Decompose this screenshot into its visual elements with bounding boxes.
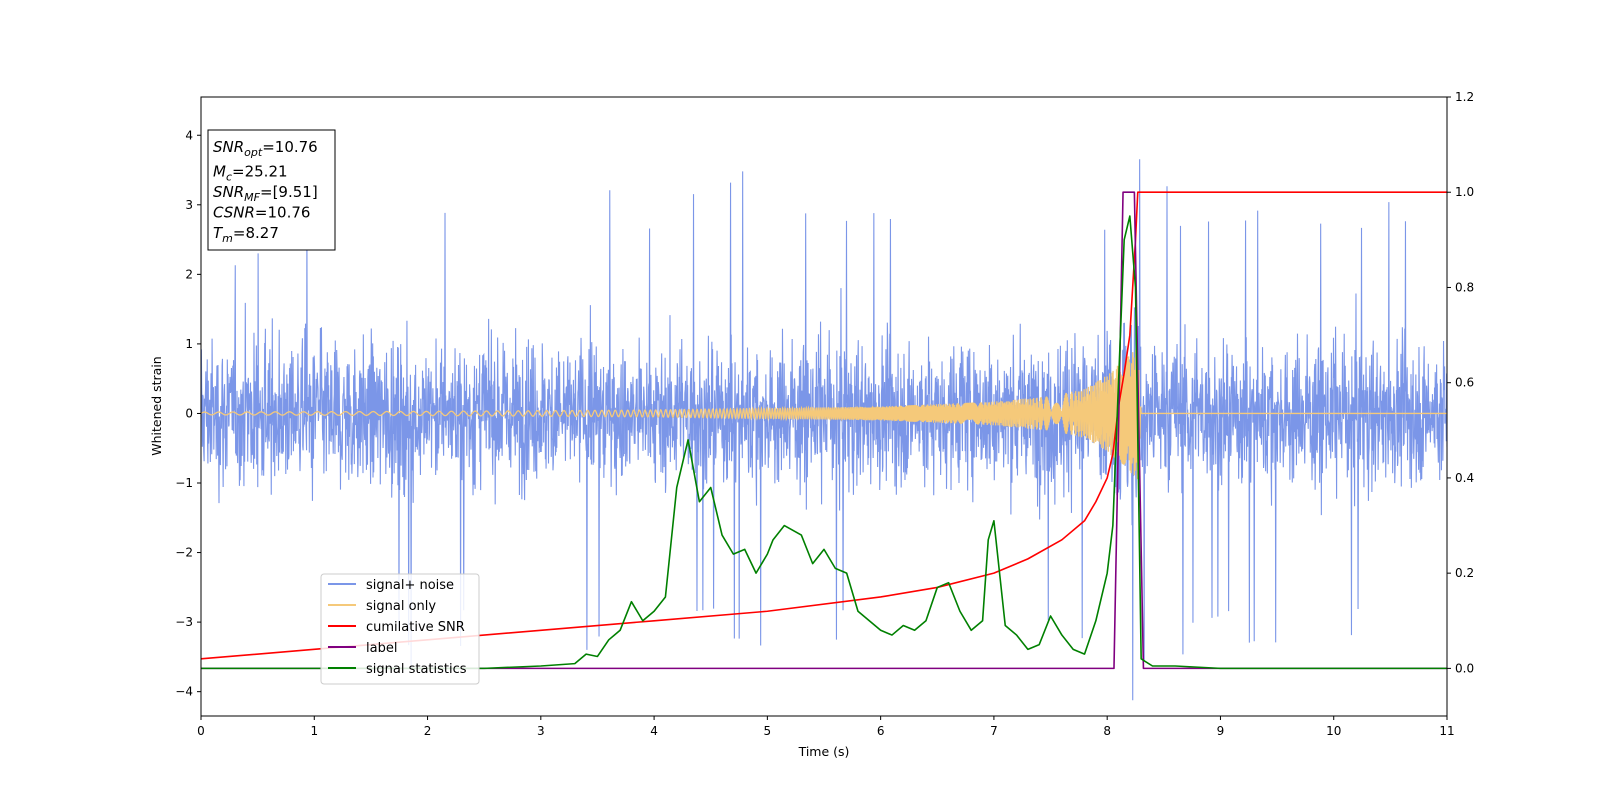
legend-entry: signal+ noise (366, 578, 454, 593)
x-axis-label: Time (s) (798, 744, 850, 759)
x-tick-label: 4 (650, 724, 658, 738)
series-signal-statistics (201, 215, 1447, 670)
annotation-frame (207, 129, 336, 251)
x-tick-label: 0 (197, 724, 205, 738)
y2-tick-label: 0.6 (1455, 376, 1474, 390)
x-tick-label: 6 (877, 724, 885, 738)
y-tick-label: 0 (185, 406, 193, 420)
y2-tick-label: 1.0 (1455, 185, 1474, 199)
y-tick-label: 4 (185, 128, 193, 142)
x-tick-label: 8 (1103, 724, 1111, 738)
y-axis-right: 0.0 0.2 0.4 0.6 0.8 1.0 1.2 (1447, 90, 1474, 675)
y-tick-label: −4 (175, 685, 193, 699)
annotation-line: CSNR=10.76 (213, 204, 310, 222)
y-axis-left: −4 −3 −2 −1 0 1 2 3 4 (175, 128, 201, 699)
y2-tick-label: 0.8 (1455, 280, 1474, 294)
annotation-box: SNRopt=10.76 Mc=25.21SNRMF=[9.51]CSNR=10.… (207, 129, 336, 251)
annotation-line: Tm=8.27 (213, 224, 279, 245)
x-tick-label: 9 (1217, 724, 1225, 738)
legend: signal+ noise signal only cumilative SNR la… (320, 573, 480, 685)
y-axis-label: Whitened strain (149, 356, 164, 455)
legend-entry: signal statistics (366, 662, 467, 677)
y2-tick-label: 0.2 (1455, 566, 1474, 580)
y-tick-label: 1 (185, 337, 193, 351)
y-tick-label: 2 (185, 267, 193, 281)
x-tick-label: 3 (537, 724, 545, 738)
legend-frame (320, 573, 480, 685)
annotation-line: SNRopt=10.76 (213, 138, 318, 159)
x-axis: 0 1 2 3 4 5 6 7 8 9 10 11 (197, 716, 1455, 738)
y-tick-label: 3 (185, 198, 193, 212)
plot-frame (200, 96, 1448, 717)
legend-entry: cumilative SNR (366, 620, 465, 635)
y2-tick-label: 0.4 (1455, 471, 1474, 485)
x-tick-label: 7 (990, 724, 998, 738)
x-tick-label: 1 (310, 724, 318, 738)
x-tick-label: 5 (764, 724, 772, 738)
y-tick-label: −1 (175, 476, 193, 490)
annotation-line: Mc=25.21 (213, 163, 288, 184)
legend-entry: signal only (366, 599, 436, 614)
x-tick-label: 10 (1326, 724, 1341, 738)
y2-tick-label: 0.0 (1455, 661, 1474, 675)
y2-tick-label: 1.2 (1455, 90, 1474, 104)
y-tick-label: −2 (175, 546, 193, 560)
legend-entry: label (366, 641, 397, 656)
series-cumulative-snr (201, 191, 1447, 660)
annotation-line: SNRMF=[9.51] (213, 183, 318, 204)
series-label (201, 191, 1447, 670)
x-tick-label: 2 (424, 724, 432, 738)
y-tick-label: −3 (175, 615, 193, 629)
series-signal-only (201, 349, 1447, 480)
x-tick-label: 11 (1439, 724, 1454, 738)
